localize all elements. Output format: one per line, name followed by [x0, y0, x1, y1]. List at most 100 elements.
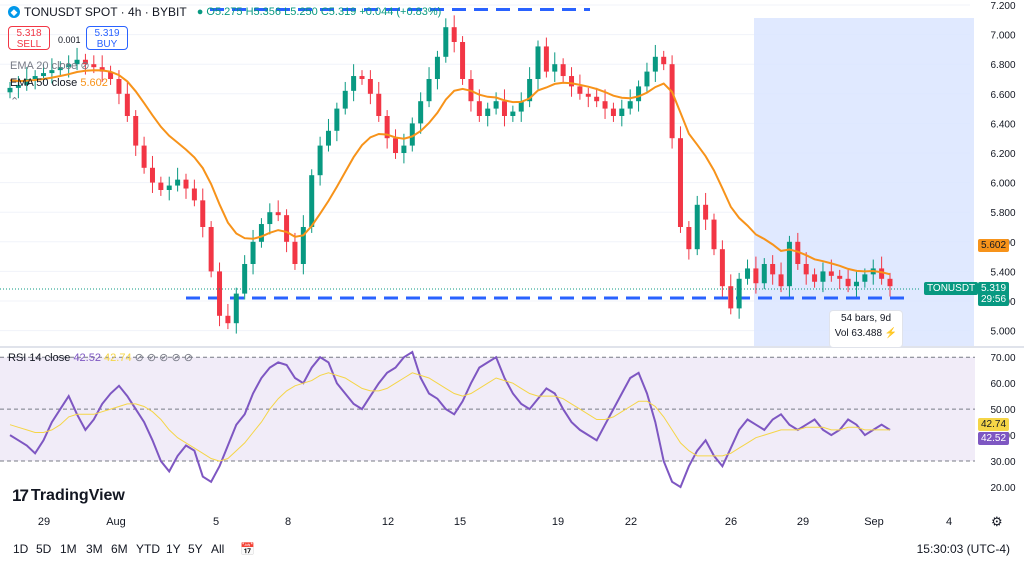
range-info-box[interactable]: 54 bars, 9d Vol 63.488 ⚡	[829, 310, 903, 348]
candle-body	[644, 71, 650, 87]
symbol-header[interactable]: ◆ TONUSDT SPOT · 4h · BYBIT ● O5.275 H5.…	[8, 5, 441, 19]
candle-body	[208, 227, 214, 272]
time-axis-label: Sep	[864, 516, 884, 528]
eye-hidden-icon[interactable]: ⊘	[80, 60, 90, 72]
candle-body	[636, 86, 642, 102]
candle-body	[770, 264, 776, 275]
candle-body	[845, 278, 851, 287]
candle-body	[837, 275, 843, 279]
candle-body	[661, 56, 667, 65]
time-axis-label: 29	[37, 516, 51, 528]
tradingview-mark-icon: 17	[12, 486, 29, 505]
time-axis-label: 5	[212, 516, 220, 528]
timeframe-button[interactable]: 1M	[60, 542, 77, 556]
candle-body	[376, 93, 382, 116]
candle-body	[250, 241, 256, 264]
indicator-ema20[interactable]: EMA 20 close ⊘	[10, 59, 90, 72]
candle-body	[443, 27, 449, 57]
time-axis-label: 29	[796, 516, 810, 528]
price-axis-label: 7.000	[990, 31, 1015, 42]
candle-body	[24, 79, 30, 85]
candle-body	[57, 67, 63, 71]
time-axis-label: 12	[381, 516, 395, 528]
candle-body	[367, 79, 373, 94]
candle-body	[108, 71, 114, 79]
last-price-tag: 5.319 29:56	[978, 282, 1010, 306]
time-axis-label: 22	[624, 516, 638, 528]
indicator-ema50[interactable]: EMA 50 close 5.602	[10, 77, 108, 89]
candle-body	[569, 76, 575, 87]
axis-settings-icon[interactable]: ⚙	[991, 514, 1003, 529]
ohlc-high: H5.356	[245, 6, 282, 18]
ohlc-open: O5.275	[206, 6, 243, 18]
candle-body	[627, 101, 633, 109]
candle-body	[183, 179, 189, 189]
candle-body	[853, 281, 859, 287]
date-range-icon[interactable]: 📅	[240, 542, 255, 556]
timeframe-button[interactable]: YTD	[136, 542, 160, 556]
rsi-axis-label: 50.00	[990, 405, 1015, 416]
range-volume-text: Vol 63.488	[834, 328, 883, 339]
sell-button[interactable]: 5.318 SELL	[8, 26, 50, 50]
candle-body	[669, 64, 675, 139]
candle-body	[728, 286, 734, 309]
clock[interactable]: 15:30:03 (UTC-4)	[916, 542, 1010, 556]
ohlc-low: L5.250	[284, 6, 318, 18]
candle-body	[460, 42, 466, 79]
timeframe-button[interactable]: 3M	[86, 542, 103, 556]
timeframe-button[interactable]: 1Y	[166, 542, 181, 556]
ema50-value: 5.602	[80, 77, 108, 89]
candle-body	[602, 101, 608, 109]
ohlc-readout: ● O5.275 H5.356 L5.250 C5.319 +0.044 (+0…	[196, 6, 442, 18]
candle-body	[82, 59, 88, 65]
candle-body	[175, 179, 181, 186]
time-axis-label: 26	[724, 516, 738, 528]
buy-button[interactable]: 5.319 BUY	[86, 26, 128, 50]
symbol-title[interactable]: TONUSDT SPOT · 4h · BYBIT	[24, 5, 187, 19]
collapse-legend-icon[interactable]: ⌃	[10, 96, 20, 108]
timeframe-button[interactable]: All	[211, 542, 225, 556]
candle-body	[812, 274, 818, 282]
timeframe-button[interactable]: 1D	[13, 542, 29, 556]
time-axis-label: 15	[453, 516, 467, 528]
candle-body	[577, 86, 583, 94]
candle-body	[426, 79, 432, 102]
candle-body	[359, 76, 365, 79]
rsi-legend[interactable]: RSI 14 close 42.52 42.74 ⊘ ⊘ ⊘ ⊘ ⊘	[8, 351, 193, 364]
candle-body	[476, 101, 482, 116]
candle-body	[166, 185, 172, 190]
candle-body	[275, 212, 281, 216]
spread-value: 0.001	[58, 35, 81, 45]
price-axis-label: 5.400	[990, 267, 1015, 278]
candle-body	[510, 111, 516, 116]
timeframe-button[interactable]: 5D	[36, 542, 52, 556]
candle-body	[200, 200, 206, 227]
candle-body	[753, 268, 759, 284]
candle-body	[585, 93, 591, 97]
tradingview-logo[interactable]: 17 TradingView	[12, 486, 125, 506]
candle-body	[66, 64, 72, 68]
range-bars: 54 bars, 9d	[840, 313, 892, 324]
rsi-label: RSI 14 close	[8, 352, 71, 364]
time-axis-label: 8	[284, 516, 292, 528]
candle-body	[761, 264, 767, 284]
price-axis-label: 6.000	[990, 179, 1015, 190]
candle-body	[32, 76, 38, 79]
range-volume: Vol 63.488 ⚡	[830, 326, 902, 341]
timeframe-button[interactable]: 6M	[111, 542, 128, 556]
rsi-axis-label: 30.00	[990, 457, 1015, 468]
lightning-icon[interactable]: ⚡	[884, 328, 898, 339]
candle-body	[887, 278, 893, 287]
candle-body	[485, 108, 491, 116]
timeframe-button[interactable]: 5Y	[188, 542, 203, 556]
buy-label: BUY	[96, 39, 118, 50]
bottom-toolbar: 1D 5D 1M 3M 6M YTD 1Y 5Y All 📅 15:30:03 (UTC-4)	[0, 534, 1024, 566]
candle-body	[242, 264, 248, 294]
candle-body	[418, 101, 424, 124]
candle-body	[342, 90, 348, 109]
rsi-settings-icons[interactable]: ⊘ ⊘ ⊘ ⊘ ⊘	[134, 352, 193, 364]
candle-body	[233, 293, 239, 324]
candle-body	[225, 315, 231, 324]
sell-label: SELL	[16, 39, 42, 50]
